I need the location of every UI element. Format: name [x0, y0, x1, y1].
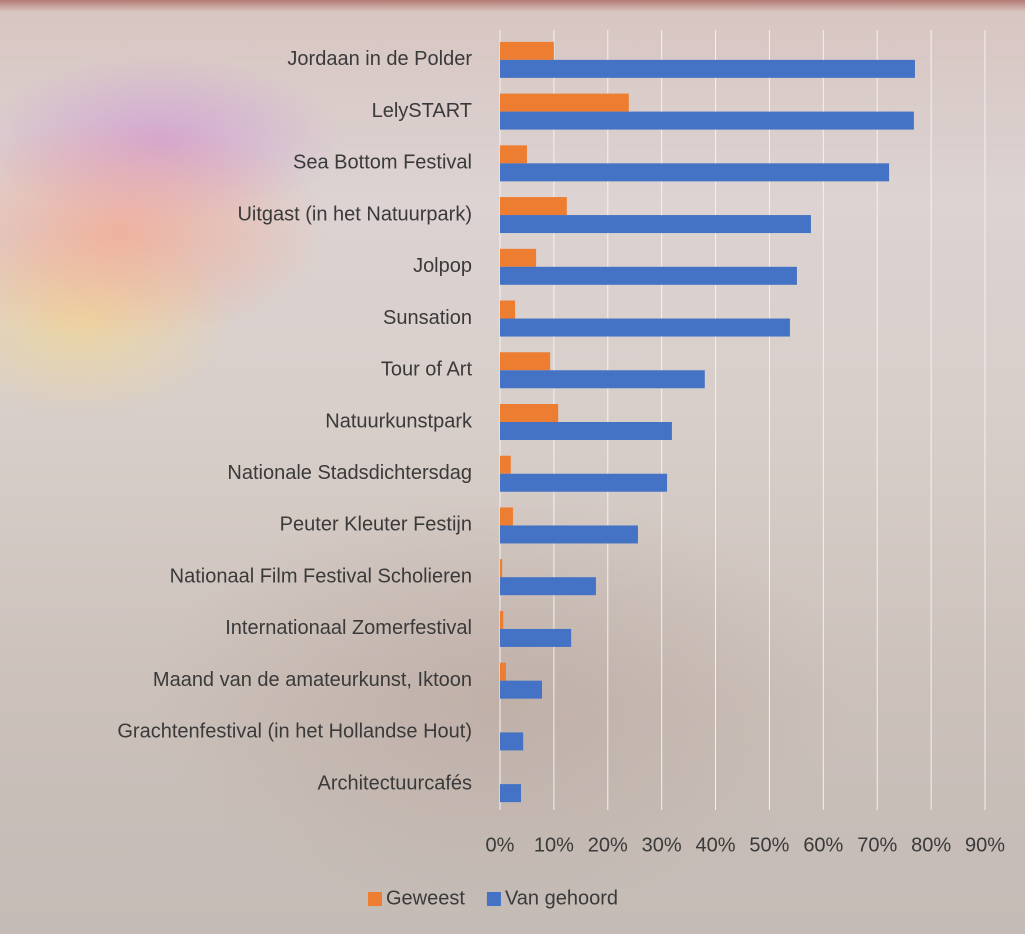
legend-label: Van gehoord	[505, 887, 618, 909]
bar	[500, 301, 515, 319]
bar	[500, 663, 506, 681]
bar	[500, 267, 797, 285]
bar	[500, 507, 513, 525]
x-tick-label: 40%	[696, 834, 736, 856]
y-tick-label: Nationale Stadsdichtersdag	[227, 462, 472, 484]
bar	[500, 784, 521, 802]
y-tick-label: Architectuurcafés	[317, 772, 472, 794]
x-tick-label: 30%	[642, 834, 682, 856]
y-tick-label: Internationaal Zomerfestival	[225, 617, 472, 639]
chart: 0% 10% 20% 30% 40% 50% 60% 70% 80% 90% Jordaan in …	[0, 0, 1025, 934]
bar	[500, 404, 558, 422]
y-tick-label: Jolpop	[413, 255, 472, 277]
y-tick-label: Natuurkunstpark	[325, 410, 473, 432]
bar	[500, 145, 527, 163]
bar	[500, 112, 914, 130]
y-tick-label: Jordaan in de Polder	[287, 48, 472, 70]
bar	[500, 94, 629, 112]
bar	[500, 319, 790, 337]
bar	[500, 370, 705, 388]
x-tick-label: 60%	[803, 834, 843, 856]
bar	[500, 456, 511, 474]
x-tick-label: 80%	[911, 834, 951, 856]
y-tick-label: LelySTART	[372, 100, 472, 122]
bar	[500, 525, 638, 543]
y-tick-label: Tour of Art	[381, 359, 473, 381]
y-tick-label: Nationaal Film Festival Scholieren	[170, 565, 472, 587]
bar	[500, 474, 667, 492]
bar	[500, 681, 542, 699]
y-tick-label: Maand van de amateurkunst, Iktoon	[153, 669, 472, 691]
y-tick-label: Grachtenfestival (in het Hollandse Hout)	[117, 721, 472, 743]
legend-swatch	[487, 892, 501, 906]
x-tick-label: 0%	[486, 834, 515, 856]
y-tick-label: Sea Bottom Festival	[293, 152, 472, 174]
bar	[500, 611, 503, 629]
x-tick-label: 50%	[749, 834, 789, 856]
y-tick-label: Uitgast (in het Natuurpark)	[237, 203, 472, 225]
x-tick-label: 20%	[588, 834, 628, 856]
bar	[500, 163, 889, 181]
legend-label: Geweest	[386, 887, 465, 909]
y-tick-label: Peuter Kleuter Festijn	[280, 514, 472, 536]
bar	[500, 215, 811, 233]
x-tick-label: 10%	[534, 834, 574, 856]
bar	[500, 422, 672, 440]
bar	[500, 352, 550, 370]
legend-swatch	[368, 892, 382, 906]
bar	[500, 577, 596, 595]
bar	[500, 42, 554, 60]
bar	[500, 249, 536, 267]
y-tick-label: Sunsation	[383, 307, 472, 329]
bar	[500, 60, 915, 78]
x-tick-label: 90%	[965, 834, 1005, 856]
bar	[500, 559, 502, 577]
bar	[500, 197, 567, 215]
page: 0% 10% 20% 30% 40% 50% 60% 70% 80% 90% Jordaan in …	[0, 0, 1025, 934]
bar	[500, 732, 523, 750]
x-tick-label: 70%	[857, 834, 897, 856]
bar	[500, 629, 571, 647]
